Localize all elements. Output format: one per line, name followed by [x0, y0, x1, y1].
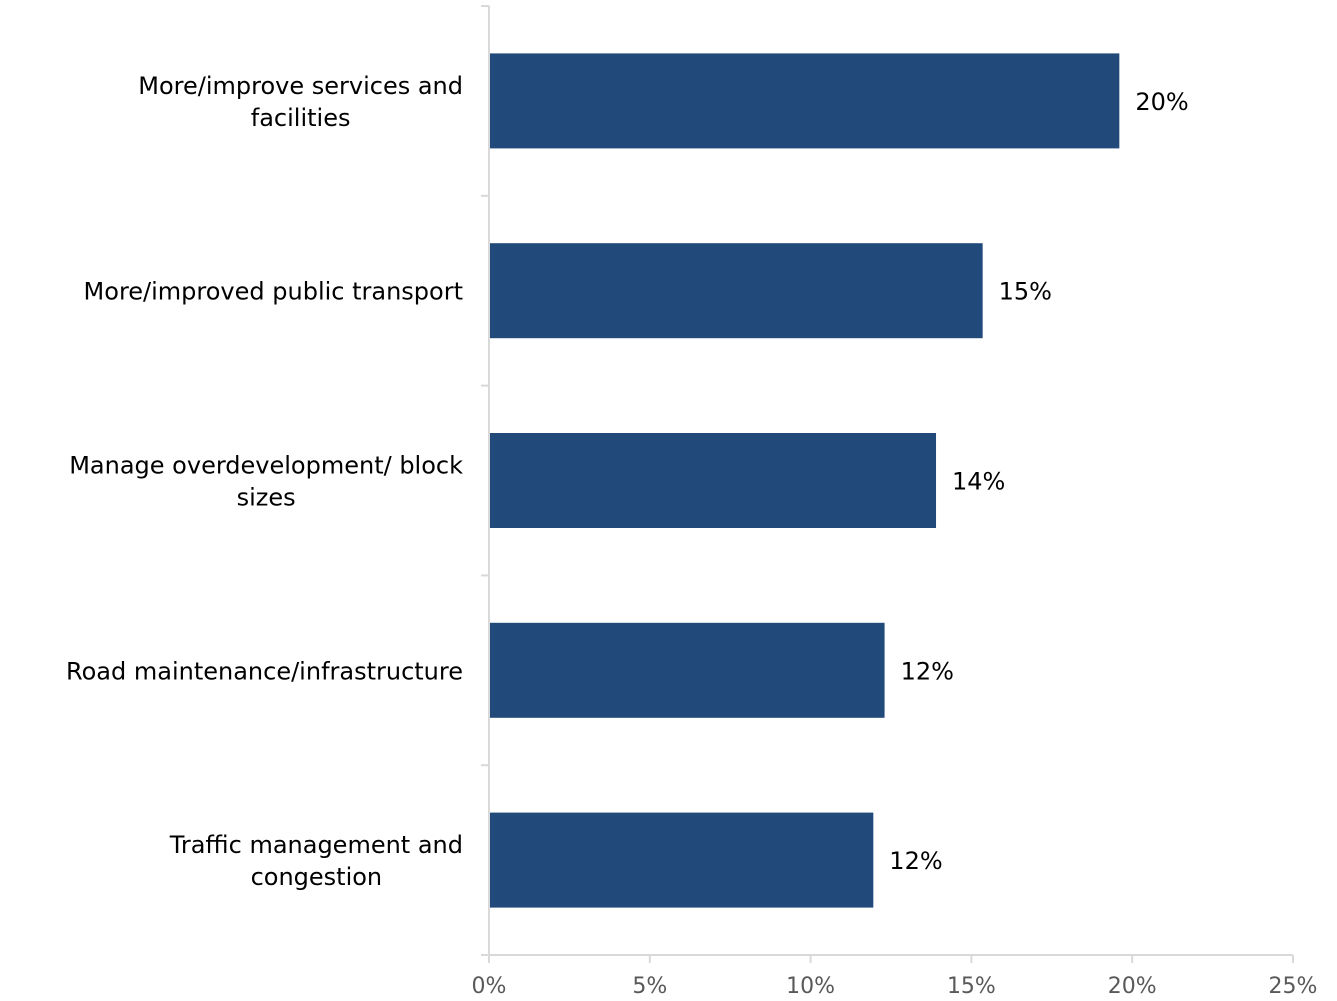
category-label: More/improved public transport — [84, 278, 463, 306]
bar — [490, 53, 1120, 149]
bars-layer — [490, 53, 1120, 908]
category-label-line: Traffic management and — [169, 831, 463, 859]
x-tick-label: 15% — [947, 974, 996, 997]
axis-layer: 0% 5% 10% 15% 20% 25% — [472, 5, 1318, 999]
category-label: Road maintenance/infrastructure — [66, 657, 463, 685]
x-tick-label: 20% — [1108, 974, 1157, 997]
bar — [490, 622, 885, 718]
x-tick-label: 5% — [632, 974, 667, 997]
data-label: 15% — [999, 278, 1052, 306]
bar — [490, 812, 874, 908]
data-label: 12% — [901, 657, 954, 685]
category-label-line: More/improve services and — [138, 72, 463, 100]
x-tick-label: 25% — [1269, 974, 1318, 997]
category-label-line: sizes — [237, 484, 296, 512]
category-label-line: More/improved public transport — [84, 278, 463, 306]
data-label: 12% — [889, 847, 942, 875]
bar — [490, 243, 983, 339]
x-tick-label: 10% — [786, 974, 835, 997]
labels-layer: 20% More/improve services and facilities 15… — [66, 72, 1189, 891]
category-label-line: facilities — [251, 104, 351, 132]
bar — [490, 433, 937, 528]
data-label: 20% — [1135, 88, 1188, 116]
category-label: More/improve services and facilities — [138, 72, 463, 132]
data-label: 14% — [952, 468, 1005, 496]
category-label-line: Road maintenance/infrastructure — [66, 657, 463, 685]
category-label-line: Manage overdevelopment/ block — [69, 452, 463, 480]
category-label-line: congestion — [251, 863, 383, 891]
category-label: Manage overdevelopment/ block sizes — [69, 452, 463, 512]
category-label: Traffic management and congestion — [169, 831, 463, 891]
x-tick-label: 0% — [472, 974, 507, 997]
